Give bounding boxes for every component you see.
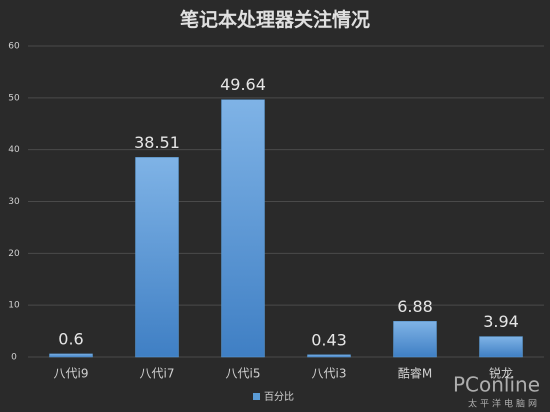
bar <box>307 354 351 358</box>
bar <box>49 353 93 358</box>
y-tick-label: 10 <box>8 301 20 311</box>
x-tick-label: 八代i3 <box>312 367 347 381</box>
value-label: 3.94 <box>483 312 519 331</box>
y-tick-label: 0 <box>11 353 17 363</box>
x-tick-label: 八代i9 <box>54 367 89 381</box>
y-tick-label: 50 <box>8 93 20 103</box>
x-tick-label: 酷睿M <box>398 366 432 381</box>
x-tick-label: 锐龙 <box>489 367 513 381</box>
chart-title: 笔记本处理器关注情况 <box>180 8 370 31</box>
value-label: 38.51 <box>134 133 180 152</box>
bar <box>393 321 437 358</box>
x-tick-label: 八代i7 <box>140 367 175 381</box>
bar <box>135 157 179 358</box>
x-tick-label: 八代i5 <box>226 367 261 381</box>
y-tick-label: 40 <box>8 145 20 155</box>
watermark-subtitle: 太平洋电脑网 <box>468 398 540 410</box>
y-tick-label: 60 <box>8 42 20 52</box>
value-label: 6.88 <box>397 297 433 316</box>
value-label: 0.6 <box>58 329 83 348</box>
y-tick-label: 20 <box>8 249 20 259</box>
y-tick-label: 30 <box>8 197 20 207</box>
bar <box>479 336 523 358</box>
legend-swatch <box>253 393 260 400</box>
value-label: 0.43 <box>311 330 347 349</box>
legend-label: 百分比 <box>264 391 294 403</box>
value-label: 49.64 <box>220 75 266 94</box>
watermark: PConline <box>453 373 540 397</box>
bar <box>221 99 265 358</box>
